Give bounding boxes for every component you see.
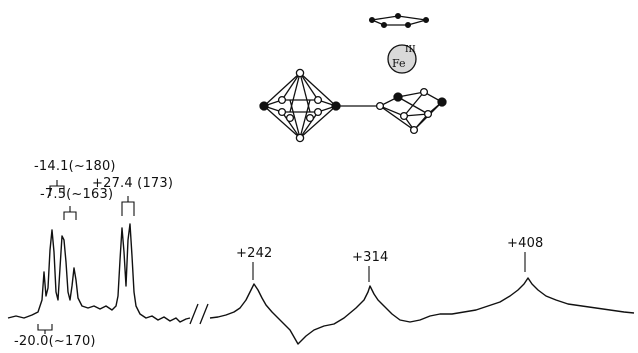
oxidation-state: III xyxy=(405,45,416,55)
spectrum-trace-high-field xyxy=(209,277,635,345)
peak-label-p2: -7.5(~163) xyxy=(40,187,114,202)
left-carborane-cage xyxy=(259,68,341,143)
peak-label-p6: +408 xyxy=(507,236,544,251)
molecular-structure xyxy=(259,12,447,143)
iron-atom xyxy=(387,44,417,74)
peak-leaders xyxy=(37,180,526,334)
peak-label-p5: +314 xyxy=(352,250,389,265)
axis-break xyxy=(189,303,209,325)
metal-symbol: Fe xyxy=(392,57,406,70)
cyclopentadienyl-ring xyxy=(368,12,430,29)
peak-label-p4: +242 xyxy=(236,246,273,261)
peak-label-p1: -14.1(~180) xyxy=(34,159,116,174)
peak-label-p7: -20.0(~170) xyxy=(14,334,96,349)
right-carborane-cage xyxy=(375,87,447,135)
spectrum-trace xyxy=(7,223,191,323)
peak-label-p3: +27.4 (173) xyxy=(92,176,174,191)
